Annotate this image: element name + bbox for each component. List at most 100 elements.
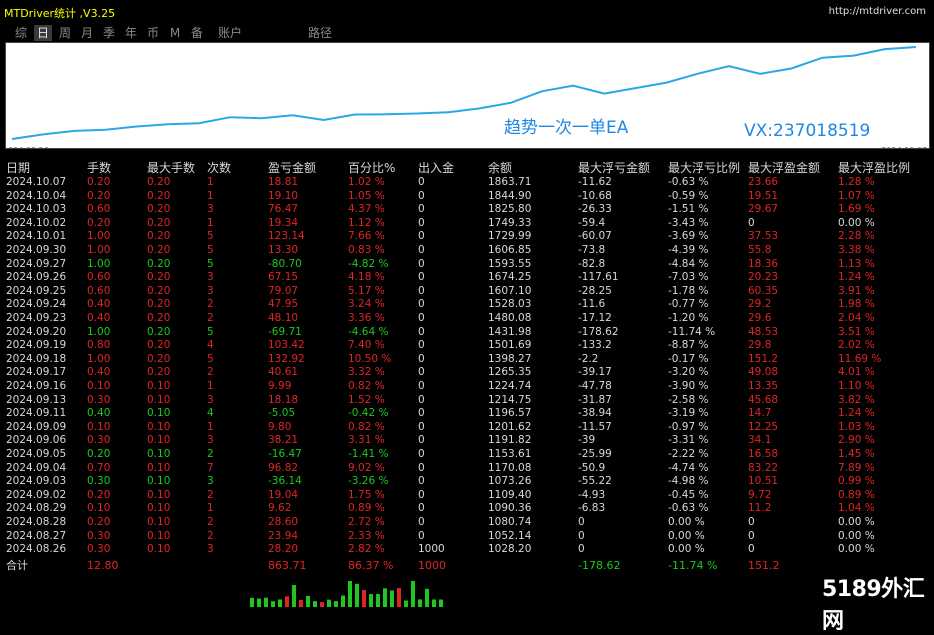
table-cell: -5.05	[268, 407, 296, 420]
tab-0[interactable]: 综	[14, 26, 27, 40]
table-cell: 3.31 %	[348, 434, 385, 447]
tab-3[interactable]: 月	[80, 26, 93, 40]
table-cell: 0.70	[87, 461, 111, 474]
table-row[interactable]: 2024.10.03 0.60 0.20 3 76.47 4.37 % 0 1825.80 -2…	[0, 203, 934, 217]
table-row[interactable]: 2024.09.09 0.10 0.10 1 9.80 0.82 % 0 1201.62 -11…	[0, 421, 934, 435]
table-row[interactable]: 2024.09.04 0.70 0.10 7 96.82 9.02 % 0 1170.08 -5…	[0, 462, 934, 476]
table-row[interactable]: 2024.09.26 0.60 0.20 3 67.15 4.18 % 0 1674.25 -1…	[0, 271, 934, 285]
column-header[interactable]: 最大浮亏金额	[578, 161, 651, 175]
table-cell: 2024.08.26	[6, 543, 67, 556]
table-cell: 0.00 %	[668, 543, 705, 556]
table-cell: 2.82 %	[348, 543, 385, 556]
column-header[interactable]: 盈亏金额	[268, 161, 317, 175]
table-row[interactable]: 2024.09.24 0.40 0.20 2 47.95 3.24 % 0 1528.03 -1…	[0, 298, 934, 312]
table-row[interactable]: 2024.09.13 0.30 0.10 3 18.18 1.52 % 0 1214.75 -3…	[0, 394, 934, 408]
table-row[interactable]: 2024.09.20 1.00 0.20 5 -69.71 -4.64 % 0 1431.98…	[0, 326, 934, 340]
table-row[interactable]: 2024.09.27 1.00 0.20 5 -80.70 -4.82 % 0 1593.55…	[0, 258, 934, 272]
tab-6[interactable]: 币	[146, 26, 159, 40]
table-row[interactable]: 2024.09.16 0.10 0.10 1 9.99 0.82 % 0 1224.74 -47…	[0, 380, 934, 394]
table-cell: 0.20	[87, 488, 111, 501]
table-row[interactable]: 2024.08.26 0.30 0.10 3 28.20 2.82 % 1000 1028.2…	[0, 543, 934, 557]
table-cell: 0.10	[147, 488, 171, 501]
histogram-bar	[439, 599, 443, 607]
tab-8[interactable]: 备	[190, 26, 203, 40]
tab-9[interactable]: 账户	[217, 26, 242, 40]
table-cell: 0	[418, 516, 425, 528]
column-header[interactable]: 最大浮盈金额	[748, 161, 821, 175]
histogram-bar	[404, 600, 408, 607]
column-header[interactable]: 最大手数	[147, 161, 196, 175]
table-row[interactable]: 2024.09.25 0.60 0.20 3 79.07 5.17 % 0 1607.10 -2…	[0, 285, 934, 299]
table-cell: -26.33	[578, 203, 612, 216]
table-cell: 1000	[418, 543, 445, 556]
table-cell: -4.64 %	[348, 325, 389, 338]
table-row[interactable]: 2024.08.27 0.30 0.10 2 23.94 2.33 % 0 1052.14 0 0…	[0, 530, 934, 544]
table-cell: 9.80	[268, 420, 292, 433]
table-row[interactable]: 2024.09.02 0.20 0.10 2 19.04 1.75 % 0 1109.40 -4…	[0, 489, 934, 503]
table-row[interactable]: 2024.08.28 0.20 0.10 2 28.60 2.72 % 0 1080.74 0 0…	[0, 516, 934, 530]
table-cell: 0.20	[87, 189, 111, 202]
column-header[interactable]: 日期	[6, 161, 31, 175]
table-cell: 3.36 %	[348, 312, 385, 324]
table-cell: 16.58	[748, 448, 779, 460]
table-cell: 7.66 %	[348, 230, 385, 243]
table-cell: 2.33 %	[348, 529, 385, 542]
table-row[interactable]: 2024.10.07 0.20 0.20 1 18.81 1.02 % 0 1863.71 -1…	[0, 176, 934, 190]
tab-4[interactable]: 季	[102, 26, 115, 40]
tab-5[interactable]: 年	[124, 26, 137, 40]
table-row[interactable]: 2024.08.29 0.10 0.10 1 9.62 0.89 % 0 1090.36 -6.…	[0, 502, 934, 516]
table-cell: 1109.40	[488, 488, 532, 501]
table-cell: 4.01 %	[838, 366, 875, 379]
table-cell: -25.99	[578, 448, 612, 460]
column-header[interactable]: 最大浮亏比例	[668, 161, 741, 175]
table-row[interactable]: 2024.09.11 0.40 0.10 4 -5.05 -0.42 % 0 1196.57 -…	[0, 407, 934, 421]
table-cell: 0.20	[147, 366, 171, 379]
tab-1[interactable]: 日	[34, 25, 52, 41]
histogram-bar	[425, 588, 429, 607]
column-header[interactable]: 余额	[488, 161, 513, 175]
histogram-bar	[362, 590, 366, 607]
table-row[interactable]: 2024.09.17 0.40 0.20 2 40.61 3.32 % 0 1265.35 -3…	[0, 366, 934, 380]
tab-7[interactable]: M	[169, 26, 181, 40]
tab-2[interactable]: 周	[58, 26, 71, 40]
table-cell: -60.07	[578, 230, 612, 243]
table-cell: 2024.09.30	[6, 244, 67, 256]
title-bar: MTDriver统计 ,V3.25 http://mtdriver.com	[0, 0, 934, 22]
table-row[interactable]: 2024.09.18 1.00 0.20 5 132.92 10.50 % 0 1398.27…	[0, 353, 934, 367]
table-cell: -59.4	[578, 216, 606, 229]
column-header[interactable]: 次数	[207, 161, 232, 175]
table-cell: 2	[207, 448, 214, 460]
table-cell: 0	[748, 529, 755, 542]
column-header[interactable]: 最大浮盈比例	[838, 161, 911, 175]
table-row[interactable]: 2024.10.04 0.20 0.20 1 19.10 1.05 % 0 1844.90 -1…	[0, 190, 934, 204]
table-row[interactable]: 2024.10.02 0.20 0.20 1 19.34 1.12 % 0 1749.33 -5…	[0, 217, 934, 231]
table-row[interactable]: 2024.09.23 0.40 0.20 2 48.10 3.36 % 0 1480.08 -1…	[0, 312, 934, 326]
table-row[interactable]: 2024.10.01 1.00 0.20 5 123.14 7.66 % 0 1729.99 -…	[0, 230, 934, 244]
app-url-link[interactable]: http://mtdriver.com	[828, 6, 926, 17]
column-header[interactable]: 出入金	[418, 161, 455, 175]
table-cell: 1.07 %	[838, 189, 875, 202]
table-cell: 0.20	[147, 189, 171, 202]
table-cell: 19.10	[268, 189, 299, 202]
table-row[interactable]: 2024.09.03 0.30 0.10 3 -36.14 -3.26 % 0 1073.26…	[0, 475, 934, 489]
column-header[interactable]: 手数	[87, 161, 112, 175]
table-cell: 1.00	[87, 352, 111, 365]
table-cell: 0.10	[147, 407, 171, 420]
table-cell: 0.30	[87, 529, 111, 542]
tab-10[interactable]: 路径	[307, 26, 332, 40]
table-cell: 1844.90	[488, 189, 532, 202]
table-row[interactable]: 2024.09.19 0.80 0.20 4 103.42 7.40 % 0 1501.69 -…	[0, 339, 934, 353]
table-cell: 1431.98	[488, 325, 532, 338]
table-row[interactable]: 2024.09.05 0.20 0.10 2 -16.47 -1.41 % 0 1153.61…	[0, 448, 934, 462]
table-cell: 0.20	[87, 176, 111, 188]
table-row[interactable]: 2024.09.06 0.30 0.10 3 38.21 3.31 % 0 1191.82 -3…	[0, 434, 934, 448]
table-cell: -0.42 %	[348, 407, 389, 420]
table-row[interactable]: 2024.09.30 1.00 0.20 5 13.30 0.83 % 0 1606.85 -7…	[0, 244, 934, 258]
table-cell: 76.47	[268, 203, 299, 216]
table-cell: 1080.74	[488, 516, 532, 528]
table-cell: 0	[418, 216, 425, 229]
table-cell: 2024.09.26	[6, 271, 67, 284]
column-header[interactable]: 百分比%	[348, 161, 396, 175]
table-cell: 2024.08.28	[6, 516, 67, 528]
table-cell: 2024.10.03	[6, 203, 67, 216]
